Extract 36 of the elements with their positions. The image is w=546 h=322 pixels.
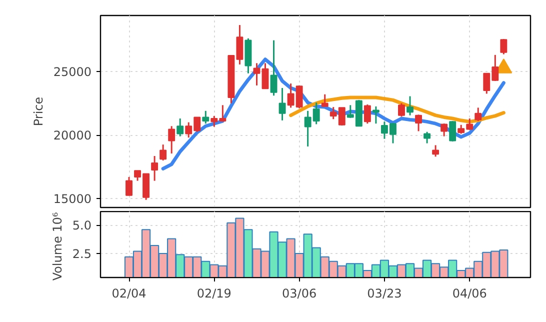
text: Volume 10⁶ xyxy=(50,212,64,281)
candlestick xyxy=(270,40,278,96)
x-tick-label: 03/23 xyxy=(367,286,402,300)
candlestick xyxy=(160,144,167,162)
candlestick xyxy=(406,95,414,116)
y-axis-title: Price xyxy=(31,96,46,126)
y-tick-label: 2.5 xyxy=(72,246,92,261)
x-tick-label: 04/06 xyxy=(452,286,487,300)
candlestick xyxy=(440,122,448,138)
candlestick xyxy=(424,131,431,144)
y-tick-label: 25000 xyxy=(53,64,92,79)
candlestick xyxy=(372,106,380,124)
candlestick xyxy=(449,120,456,142)
candlestick xyxy=(398,102,405,118)
x-tick-label: 02/19 xyxy=(196,286,232,300)
y-tick-label: 20000 xyxy=(53,128,92,143)
candlestick xyxy=(262,62,269,90)
line-series xyxy=(161,58,506,170)
line-series xyxy=(289,96,506,124)
candlestick xyxy=(253,62,260,86)
candlestick xyxy=(474,106,482,122)
x-tick-label: 02/04 xyxy=(112,286,146,300)
candlestick xyxy=(176,118,184,138)
candlestick xyxy=(202,110,210,124)
y-tick-label: 15000 xyxy=(53,192,92,206)
y-tick-label: 5.0 xyxy=(72,218,92,233)
candlestick xyxy=(364,104,371,124)
x-tick-label: 03/06 xyxy=(282,286,317,300)
candlestick xyxy=(415,114,422,132)
candlestick xyxy=(432,144,440,158)
candlestick xyxy=(278,87,286,122)
candlestick xyxy=(321,94,328,108)
candlestick xyxy=(168,125,176,154)
candlestick xyxy=(151,155,158,182)
candlestick xyxy=(126,176,132,196)
candlestick xyxy=(500,38,508,56)
